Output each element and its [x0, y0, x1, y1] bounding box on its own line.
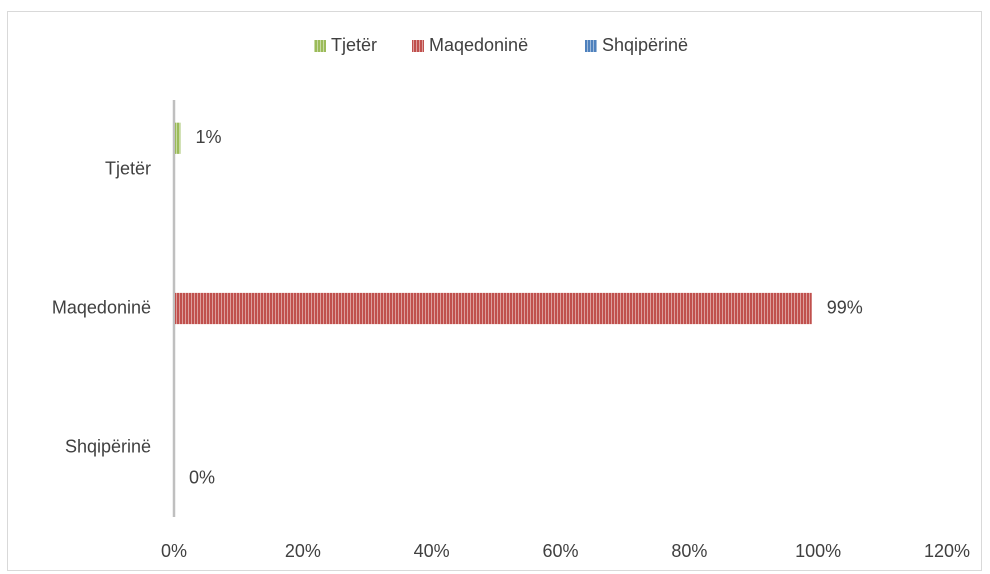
- x-tick-label: 120%: [924, 541, 970, 561]
- chart-frame: [7, 11, 982, 571]
- category-label-tjeter: Tjetër: [105, 158, 151, 178]
- x-tick-label: 40%: [414, 541, 450, 561]
- legend-label: Maqedoninë: [429, 35, 528, 55]
- bar-tjeter: [175, 122, 181, 154]
- legend-swatch: [412, 40, 424, 52]
- data-label-tjeter: 1%: [195, 127, 221, 147]
- legend-label: Tjetër: [331, 35, 377, 55]
- category-label-maqedonine: Maqedoninë: [52, 297, 151, 317]
- x-tick-label: 0%: [161, 541, 187, 561]
- legend-item-tjeter: Tjetër: [314, 35, 377, 55]
- legend-swatch: [585, 40, 597, 52]
- plot-area: Shqipërinë Maqedoninë Tjetër 0% 99% 1% 0% 20% 40…: [52, 100, 970, 561]
- x-tick-label: 100%: [795, 541, 841, 561]
- legend-label: Shqipërinë: [602, 35, 688, 55]
- legend-swatch: [314, 40, 326, 52]
- data-label-shqiperine: 0%: [189, 467, 215, 487]
- category-label-shqiperine: Shqipërinë: [65, 436, 151, 456]
- x-tick-label: 60%: [542, 541, 578, 561]
- chart-legend: Tjetër Maqedoninë Shqipërinë: [314, 35, 688, 55]
- x-tick-label: 20%: [285, 541, 321, 561]
- x-tick-label: 80%: [671, 541, 707, 561]
- legend-item-maqedonine: Maqedoninë: [412, 35, 528, 55]
- data-label-maqedonine: 99%: [827, 297, 863, 317]
- legend-item-shqiperine: Shqipërinë: [585, 35, 688, 55]
- bar-maqedonine: [175, 292, 812, 325]
